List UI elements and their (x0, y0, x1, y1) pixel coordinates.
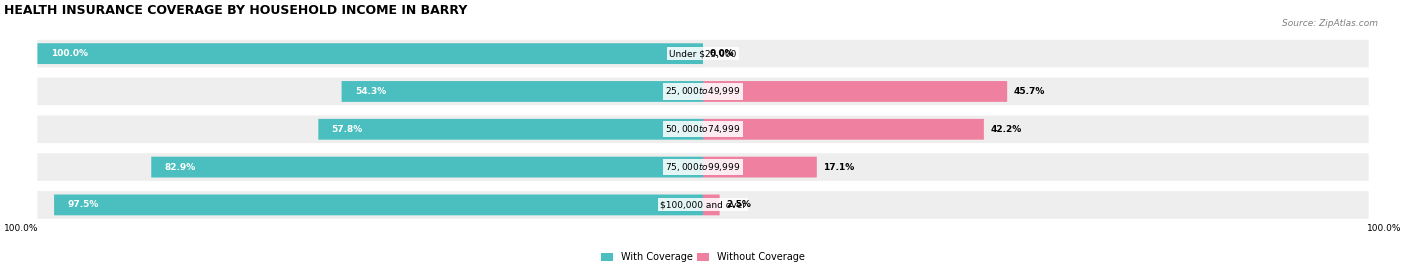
Text: 100.0%: 100.0% (51, 49, 87, 58)
Text: 82.9%: 82.9% (165, 163, 195, 172)
Legend: With Coverage, Without Coverage: With Coverage, Without Coverage (598, 248, 808, 266)
Text: Under $25,000: Under $25,000 (669, 49, 737, 58)
Text: 0.0%: 0.0% (710, 49, 734, 58)
Text: 42.2%: 42.2% (990, 125, 1022, 134)
Text: 100.0%: 100.0% (1367, 224, 1402, 233)
Text: $100,000 and over: $100,000 and over (659, 200, 747, 210)
Text: 2.5%: 2.5% (727, 200, 751, 210)
FancyBboxPatch shape (38, 153, 1368, 181)
FancyBboxPatch shape (53, 194, 703, 215)
FancyBboxPatch shape (703, 81, 1007, 102)
FancyBboxPatch shape (318, 119, 703, 140)
FancyBboxPatch shape (703, 119, 984, 140)
Text: Source: ZipAtlas.com: Source: ZipAtlas.com (1282, 19, 1378, 28)
Text: 54.3%: 54.3% (354, 87, 387, 96)
FancyBboxPatch shape (703, 194, 720, 215)
FancyBboxPatch shape (38, 40, 1368, 68)
Text: $25,000 to $49,999: $25,000 to $49,999 (665, 86, 741, 97)
Text: $75,000 to $99,999: $75,000 to $99,999 (665, 161, 741, 173)
Text: $50,000 to $74,999: $50,000 to $74,999 (665, 123, 741, 135)
Text: 100.0%: 100.0% (4, 224, 39, 233)
Text: HEALTH INSURANCE COVERAGE BY HOUSEHOLD INCOME IN BARRY: HEALTH INSURANCE COVERAGE BY HOUSEHOLD I… (4, 4, 468, 17)
Text: 97.5%: 97.5% (67, 200, 98, 210)
Text: 17.1%: 17.1% (824, 163, 855, 172)
Text: 45.7%: 45.7% (1014, 87, 1045, 96)
FancyBboxPatch shape (38, 78, 1368, 105)
Text: 57.8%: 57.8% (332, 125, 363, 134)
FancyBboxPatch shape (38, 116, 1368, 143)
FancyBboxPatch shape (38, 43, 703, 64)
FancyBboxPatch shape (152, 157, 703, 177)
FancyBboxPatch shape (342, 81, 703, 102)
FancyBboxPatch shape (703, 157, 817, 177)
FancyBboxPatch shape (38, 191, 1368, 219)
